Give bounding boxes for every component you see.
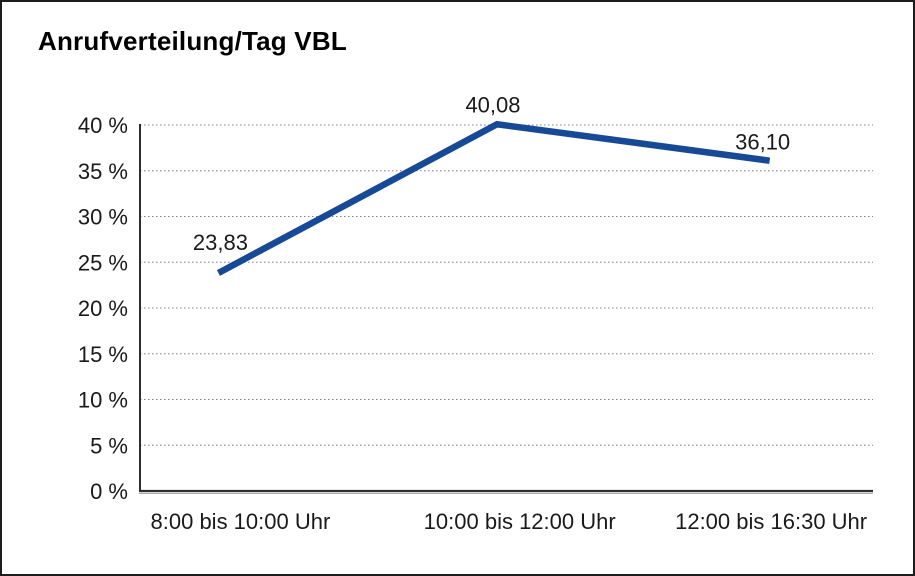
y-tick-label: 30 % <box>78 205 128 230</box>
x-category-label: 8:00 bis 10:00 Uhr <box>151 509 331 534</box>
y-tick-label: 20 % <box>78 296 128 321</box>
y-tick-label: 40 % <box>78 113 128 138</box>
y-tick-label: 0 % <box>90 479 128 504</box>
data-polyline <box>216 120 771 276</box>
y-tick-label: 15 % <box>78 342 128 367</box>
y-tick-label: 25 % <box>78 250 128 275</box>
value-label: 36,10 <box>735 130 790 155</box>
value-label: 23,83 <box>193 230 248 255</box>
y-tick-label: 35 % <box>78 159 128 184</box>
chart-title: Anrufverteilung/Tag VBL <box>38 26 347 56</box>
x-category-label: 10:00 bis 12:00 Uhr <box>424 509 616 534</box>
x-category-label: 12:00 bis 16:30 Uhr <box>675 509 867 534</box>
y-tick-label: 10 % <box>78 388 128 413</box>
y-tick-label: 5 % <box>90 433 128 458</box>
value-label: 40,08 <box>465 92 520 117</box>
